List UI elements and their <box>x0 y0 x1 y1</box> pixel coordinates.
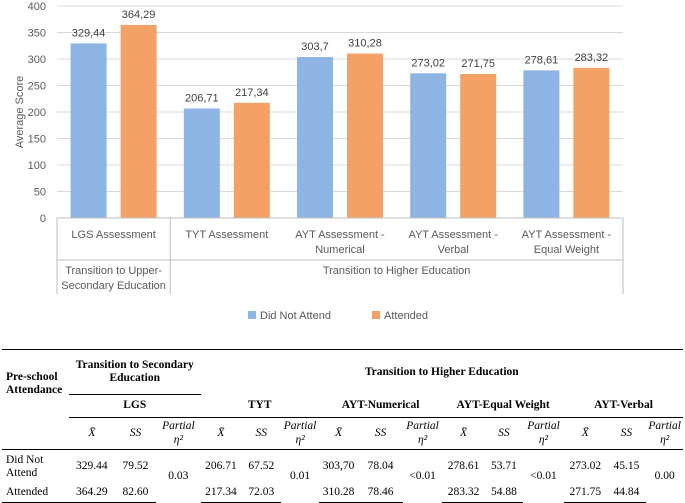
table-cell: 329.44 <box>76 460 108 473</box>
sd-header: SS <box>606 417 647 450</box>
table-cell: 54.88 <box>484 484 523 503</box>
sd-header: SS <box>241 417 282 450</box>
y-tick-label: 250 <box>28 81 46 93</box>
bar <box>573 67 610 219</box>
bar <box>120 24 157 218</box>
data-label: 206,71 <box>185 92 219 104</box>
x-tick-label: AYT Assessment - <box>522 229 612 241</box>
eta-cell: 0.01 <box>290 469 311 482</box>
mean-header: X̄ <box>442 417 485 450</box>
table-cell: 271.75 <box>564 484 607 503</box>
data-label: 217,34 <box>235 87 269 99</box>
table-cell: 78.04 <box>367 460 394 473</box>
data-label: 329,44 <box>72 27 106 39</box>
x-tick-label: Equal Weight <box>534 244 599 256</box>
mean-header: X̄ <box>200 417 242 450</box>
table-cell: 82.60 <box>114 484 157 503</box>
subgroup-header: TYT <box>200 394 319 418</box>
bar <box>183 108 220 218</box>
table-cell: 283.32 <box>442 484 485 503</box>
legend-label: Attended <box>384 310 428 322</box>
table-cell: 364.29 <box>68 484 115 503</box>
data-label: 283,32 <box>575 52 609 64</box>
y-tick-label: 100 <box>28 160 46 172</box>
bar <box>297 57 333 218</box>
y-tick-label: 300 <box>28 54 46 66</box>
group-header-higher: Transition to Higher Education <box>364 365 519 378</box>
eta-header: Partial η² <box>522 417 564 450</box>
eta-cell: 0.03 <box>168 469 189 482</box>
mean-header: X̄ <box>318 417 359 450</box>
y-axis-title: Average Score <box>14 76 26 149</box>
data-label: 273,02 <box>411 57 445 69</box>
data-label: 271,75 <box>461 58 495 70</box>
sd-header: SS <box>484 417 523 450</box>
x-tick-label: Numerical <box>315 244 365 256</box>
table-cell: 72.03 <box>241 484 282 503</box>
table-cell: 67.52 <box>248 460 275 473</box>
y-tick-label: 200 <box>28 107 46 119</box>
table-cell: 79.52 <box>122 460 149 473</box>
group-header-secondary: Transition to Secondary Education <box>75 358 194 384</box>
group-label: Secondary Education <box>61 280 166 292</box>
eta-cell: <0.01 <box>530 469 557 482</box>
group-label: Transition to Upper- <box>65 265 162 277</box>
empty-header-cell <box>2 417 69 450</box>
y-tick-label: 0 <box>40 213 46 225</box>
x-tick-label: AYT Assessment - <box>408 229 498 241</box>
bar-chart: 0 50 100 150 200 250 300 350 400 Average Score 329… <box>14 1 624 322</box>
y-tick-label: 50 <box>34 187 46 199</box>
x-tick-label: Verbal <box>438 244 469 256</box>
group-label: Transition to Higher Education <box>323 265 471 277</box>
table-cell: 206.71 <box>205 460 237 473</box>
eta-cell: 0.00 <box>654 469 675 482</box>
data-label: 310,28 <box>348 38 382 50</box>
row-label: Attended <box>2 484 69 503</box>
legend-swatch <box>372 311 380 319</box>
data-label: 278,61 <box>525 54 559 66</box>
legend-swatch <box>248 311 256 319</box>
statistics-table: Pre-school Attendance Transition to Seco… <box>2 349 683 503</box>
legend-label: Did Not Attend <box>260 310 331 322</box>
table-cell: 45.15 <box>613 460 640 473</box>
subgroup-header: LGS <box>68 394 201 418</box>
eta-cell: <0.01 <box>409 469 436 482</box>
table-cell: 310.28 <box>318 484 359 503</box>
bar <box>460 73 497 218</box>
row-header: Pre-school Attendance <box>6 370 63 396</box>
table-cell: 278.61 <box>447 460 480 473</box>
bar <box>410 73 447 218</box>
y-tick-label: 150 <box>28 134 46 146</box>
eta-header: Partial η² <box>646 417 683 450</box>
table-cell: 44.84 <box>606 484 647 503</box>
table-cell: 217.34 <box>200 484 242 503</box>
sd-header: SS <box>114 417 157 450</box>
bar <box>233 102 270 218</box>
subgroup-header: AYT-Verbal <box>564 394 683 418</box>
table-cell: 303,70 <box>322 460 355 473</box>
bar <box>523 70 560 218</box>
y-tick-label: 400 <box>28 1 46 13</box>
subgroup-header: AYT-Numerical <box>318 394 443 418</box>
eta-header: Partial η² <box>402 417 443 450</box>
y-tick-label: 350 <box>28 28 46 40</box>
table-cell: 53.71 <box>490 460 517 473</box>
mean-header: X̄ <box>564 417 607 450</box>
table-cell: 273.02 <box>569 460 602 473</box>
sd-header: SS <box>358 417 403 450</box>
row-label: Did Not Attend <box>6 453 44 479</box>
x-tick-label: LGS Assessment <box>71 229 155 241</box>
x-tick-label: AYT Assessment - <box>295 229 385 241</box>
bar <box>70 43 107 218</box>
subgroup-header: AYT-Equal Weight <box>442 394 564 418</box>
data-label: 364,29 <box>122 9 156 21</box>
data-label: 303,7 <box>301 41 329 53</box>
eta-header: Partial η² <box>281 417 319 450</box>
x-tick-label: TYT Assessment <box>185 229 268 241</box>
table-cell: 78.46 <box>358 484 403 503</box>
bar <box>347 53 383 218</box>
eta-header: Partial η² <box>156 417 201 450</box>
mean-header: X̄ <box>68 417 115 450</box>
